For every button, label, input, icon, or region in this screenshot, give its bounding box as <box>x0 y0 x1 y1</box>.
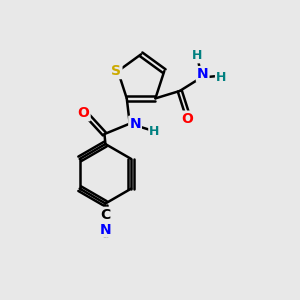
Text: N: N <box>129 117 141 130</box>
Text: N: N <box>197 67 208 81</box>
Text: N: N <box>100 223 111 237</box>
Text: S: S <box>111 64 122 78</box>
Text: H: H <box>149 124 160 138</box>
Text: C: C <box>100 208 110 222</box>
Text: O: O <box>181 112 193 126</box>
Text: H: H <box>216 71 226 84</box>
Text: H: H <box>191 50 202 62</box>
Text: O: O <box>78 106 90 120</box>
